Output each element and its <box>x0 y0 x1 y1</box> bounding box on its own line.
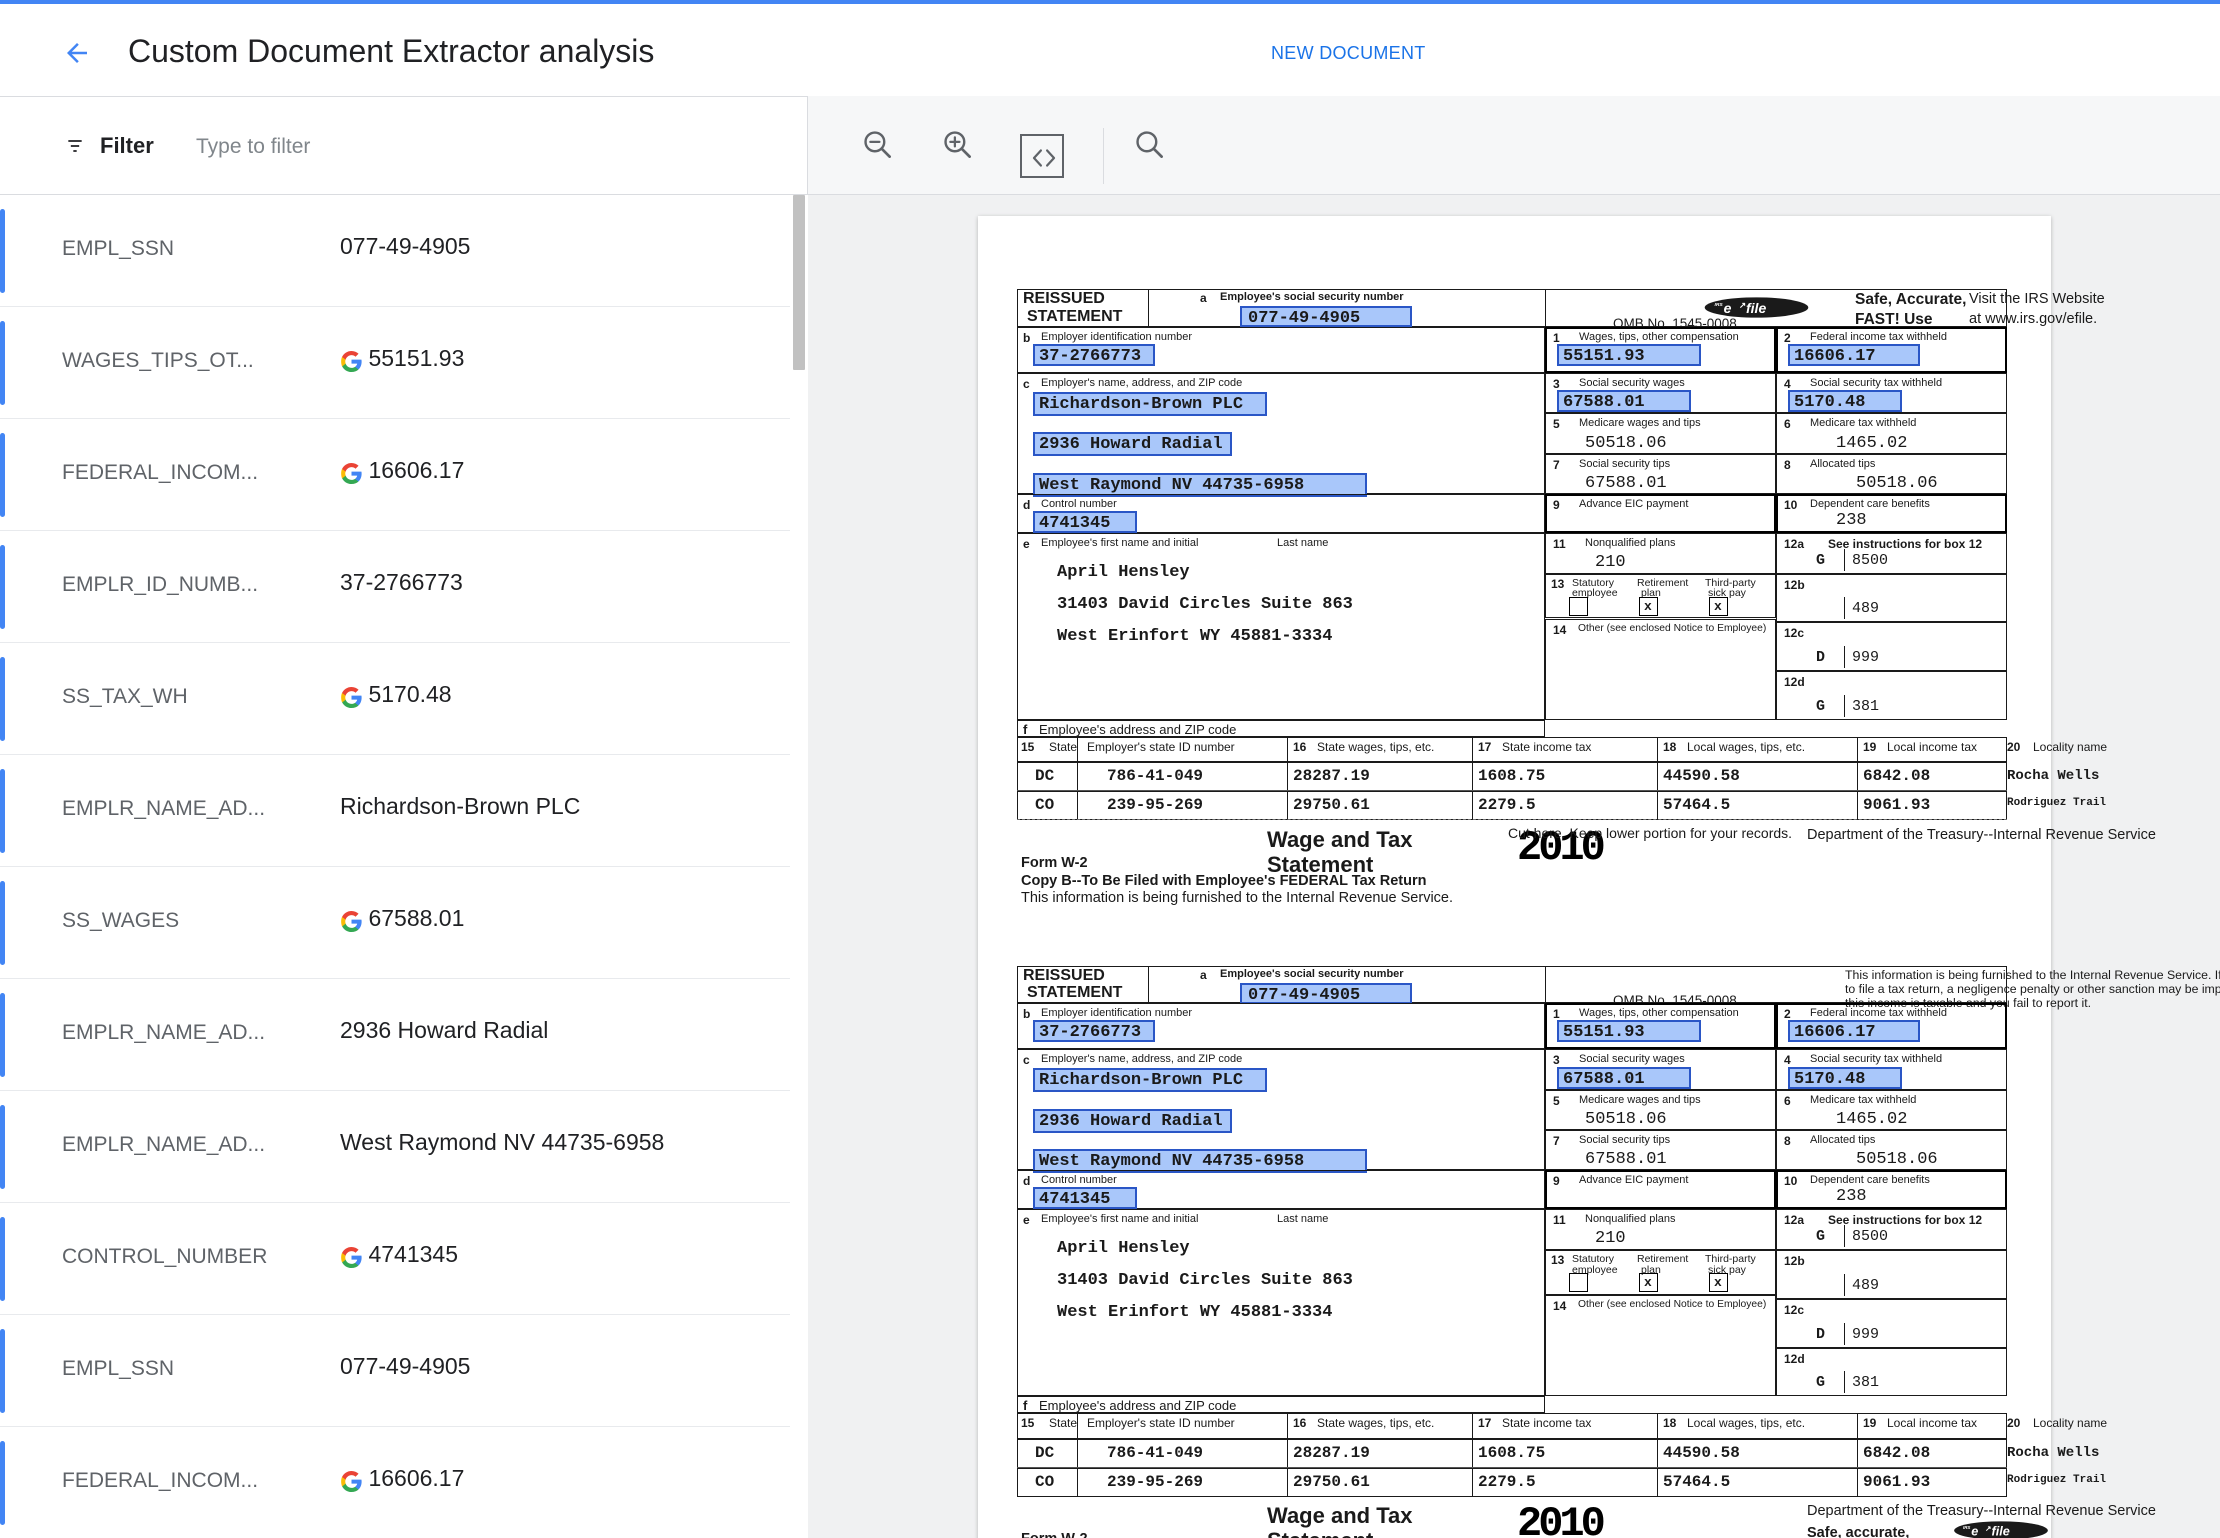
svg-text:IRS: IRS <box>1963 1525 1970 1530</box>
svg-text:↗: ↗ <box>1739 300 1746 310</box>
svg-text:file: file <box>1746 300 1766 316</box>
svg-text:IRS: IRS <box>1715 302 1724 308</box>
svg-text:↗: ↗ <box>1985 1524 1991 1533</box>
svg-text:e: e <box>1971 1525 1978 1538</box>
svg-text:file: file <box>1992 1525 2010 1538</box>
svg-text:e: e <box>1724 300 1732 316</box>
